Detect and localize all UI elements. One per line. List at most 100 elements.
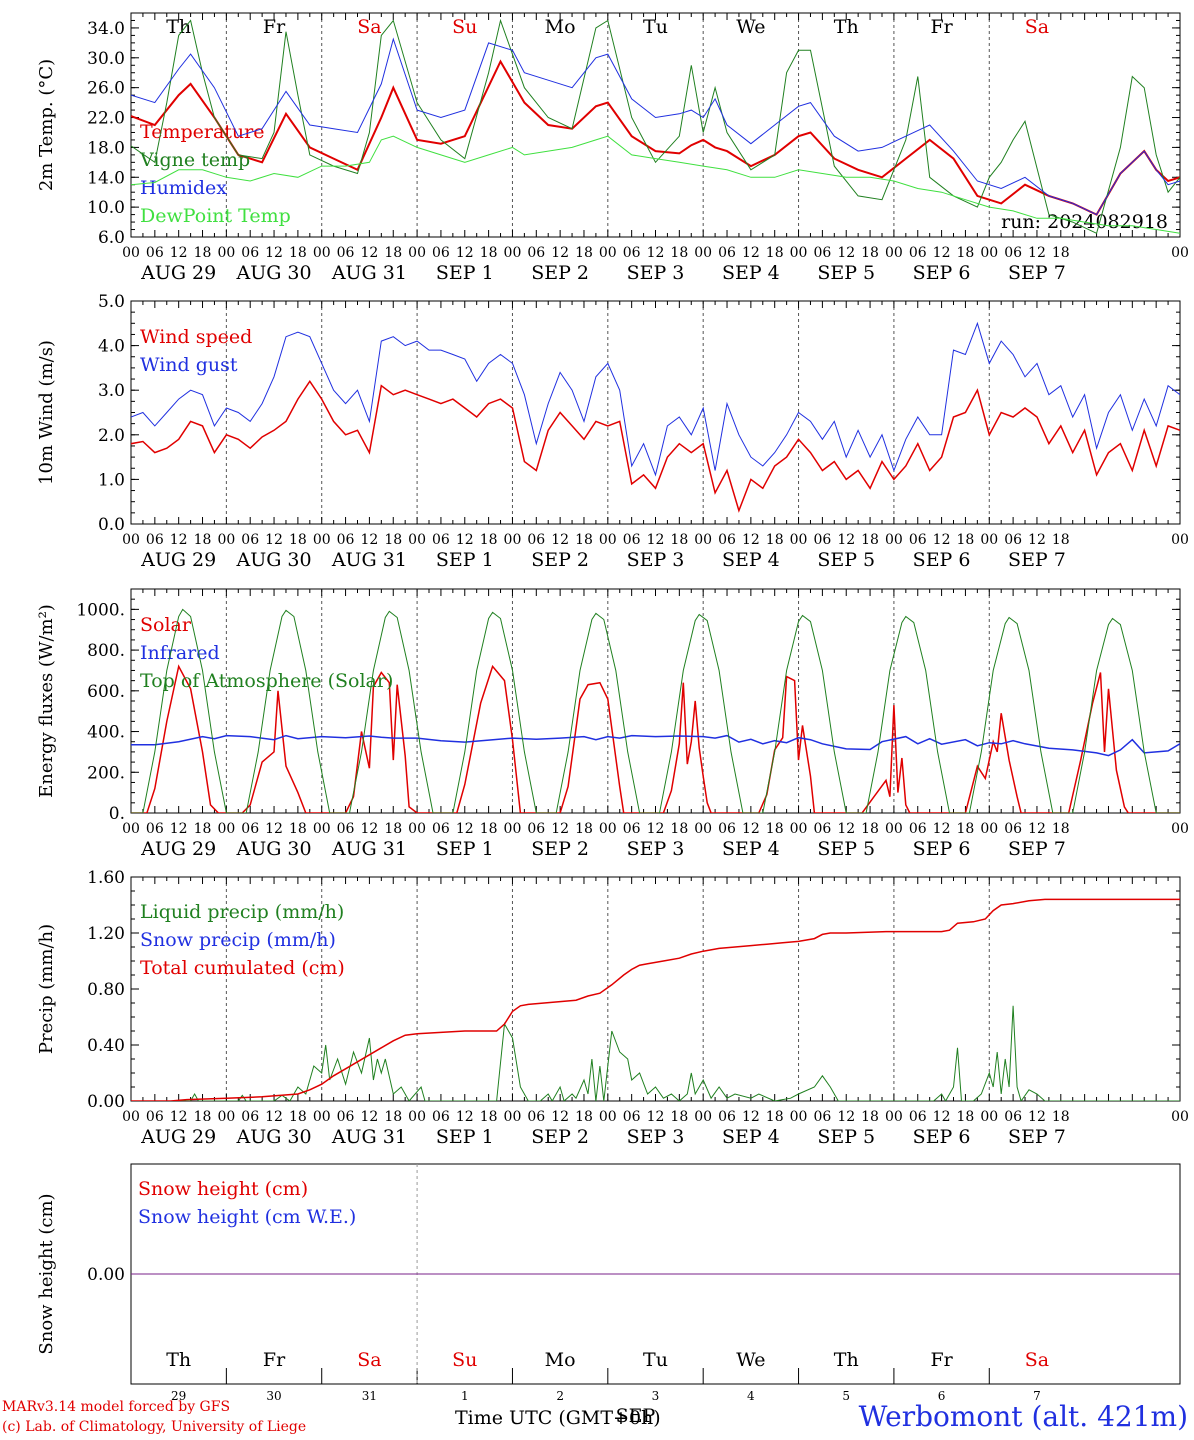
date-label: SEP 1: [436, 838, 494, 860]
hour-tick-label: 18: [957, 821, 975, 837]
hour-tick-label: 12: [360, 532, 378, 548]
day-number-label: 4: [747, 1389, 755, 1403]
y-tick-label: 200.: [87, 763, 125, 783]
hour-tick-label: 00: [122, 245, 140, 261]
hour-tick-label: 12: [647, 532, 665, 548]
y-axis-label: Snow height (cm): [36, 1193, 57, 1354]
day-number-label: 1: [461, 1389, 469, 1403]
date-label: SEP 5: [817, 262, 875, 284]
hour-tick-label: 12: [360, 245, 378, 261]
series-line-temperature-2: [131, 37, 1180, 216]
hour-tick-label: 06: [241, 532, 259, 548]
date-label: SEP 6: [913, 262, 971, 284]
hour-tick-label: 12: [170, 532, 188, 548]
hour-tick-label: 06: [813, 1109, 831, 1125]
series-line-temperature-1: [131, 18, 1180, 235]
y-tick-label: 2.0: [98, 426, 125, 446]
legend-entry: Snow height (cm W.E.): [138, 1206, 356, 1228]
y-tick-label: 800.: [87, 641, 125, 661]
hour-tick-label: 12: [837, 1109, 855, 1125]
hour-tick-label: 00: [217, 245, 235, 261]
hour-tick-label: 18: [861, 532, 879, 548]
hour-tick-label: 18: [384, 1109, 402, 1125]
series-line-precip-2: [131, 898, 1180, 1101]
hour-tick-label: 12: [265, 821, 283, 837]
overlap-date-label: SEP: [616, 1405, 656, 1427]
y-tick-label: 34.0: [87, 19, 125, 39]
hour-tick-label: 18: [480, 245, 498, 261]
hour-tick-label: 06: [1004, 821, 1022, 837]
hour-tick-label: 06: [623, 1109, 641, 1125]
date-label: SEP 2: [531, 549, 589, 571]
hour-tick-label: 00: [217, 1109, 235, 1125]
hour-tick-label: 12: [551, 245, 569, 261]
hour-tick-label: 12: [647, 1109, 665, 1125]
y-axis-label: 2m Temp. (°C): [36, 59, 57, 191]
hour-tick-label: 18: [194, 821, 212, 837]
hour-tick-label: 12: [170, 821, 188, 837]
hour-tick-label: 06: [432, 532, 450, 548]
day-abbr-label: Su: [452, 1349, 477, 1371]
date-label: SEP 3: [627, 1126, 685, 1148]
day-abbr-label: Th: [166, 16, 191, 38]
y-tick-label: 5.0: [98, 292, 125, 312]
hour-tick-label: 00: [980, 1109, 998, 1125]
hour-tick-label: 00: [504, 1109, 522, 1125]
hour-tick-label: 12: [265, 1109, 283, 1125]
hour-tick-label: 18: [289, 532, 307, 548]
hour-tick-label: 06: [146, 245, 164, 261]
hour-tick-label: 00: [980, 245, 998, 261]
y-tick-label: 0.: [109, 804, 125, 824]
y-tick-label: 400.: [87, 723, 125, 743]
hour-tick-label: 00: [217, 821, 235, 837]
hour-tick-label: 00: [599, 821, 617, 837]
day-number-label: 31: [362, 1389, 377, 1403]
hour-tick-label: 12: [933, 245, 951, 261]
date-label: SEP 3: [627, 838, 685, 860]
hour-tick-label: 00: [1171, 821, 1189, 837]
y-tick-label: 26.0: [87, 79, 125, 99]
legend-entry: DewPoint Temp: [140, 205, 291, 227]
hour-tick-label: 00: [694, 245, 712, 261]
hour-tick-label: 18: [575, 1109, 593, 1125]
lab-credit: (c) Lab. of Climatology, University of L…: [2, 1419, 307, 1435]
hour-tick-label: 00: [694, 1109, 712, 1125]
hour-tick-label: 00: [599, 532, 617, 548]
series-line-wind-0: [131, 379, 1180, 513]
hour-tick-label: 18: [670, 821, 688, 837]
day-abbr-label: Th: [834, 16, 859, 38]
hour-tick-label: 06: [241, 1109, 259, 1125]
hour-tick-label: 12: [933, 532, 951, 548]
hour-tick-label: 06: [146, 821, 164, 837]
date-label: SEP 5: [817, 1126, 875, 1148]
hour-tick-label: 06: [432, 821, 450, 837]
date-label: SEP 6: [913, 838, 971, 860]
hour-tick-label: 18: [575, 532, 593, 548]
day-abbr-label: Tu: [643, 1349, 668, 1371]
series-line-temperature-0: [131, 59, 1180, 216]
hour-tick-label: 18: [1052, 532, 1070, 548]
hour-tick-label: 18: [861, 245, 879, 261]
date-label: AUG 30: [235, 262, 311, 284]
hour-tick-label: 12: [360, 821, 378, 837]
hour-tick-label: 06: [1004, 532, 1022, 548]
y-tick-label: 0.80: [87, 980, 125, 1000]
date-label: SEP 1: [436, 1126, 494, 1148]
y-tick-label: 0.00: [87, 1265, 125, 1285]
date-label: SEP 5: [817, 838, 875, 860]
day-number-label: 6: [938, 1389, 946, 1403]
date-label: SEP 4: [722, 838, 780, 860]
panel-frame-energy: [130, 588, 1181, 814]
series-line-energy-1: [131, 734, 1180, 757]
hour-tick-label: 06: [909, 532, 927, 548]
legend-entry: Snow precip (mm/h): [140, 929, 336, 951]
hour-tick-label: 18: [384, 245, 402, 261]
legend-entry: Infrared: [140, 642, 220, 664]
hour-tick-label: 06: [527, 245, 545, 261]
hour-tick-label: 18: [1052, 245, 1070, 261]
date-label: SEP 4: [722, 549, 780, 571]
hour-tick-label: 00: [790, 1109, 808, 1125]
legend-entry: Top of Atmosphere (Solar): [140, 670, 393, 692]
hour-tick-label: 12: [456, 532, 474, 548]
